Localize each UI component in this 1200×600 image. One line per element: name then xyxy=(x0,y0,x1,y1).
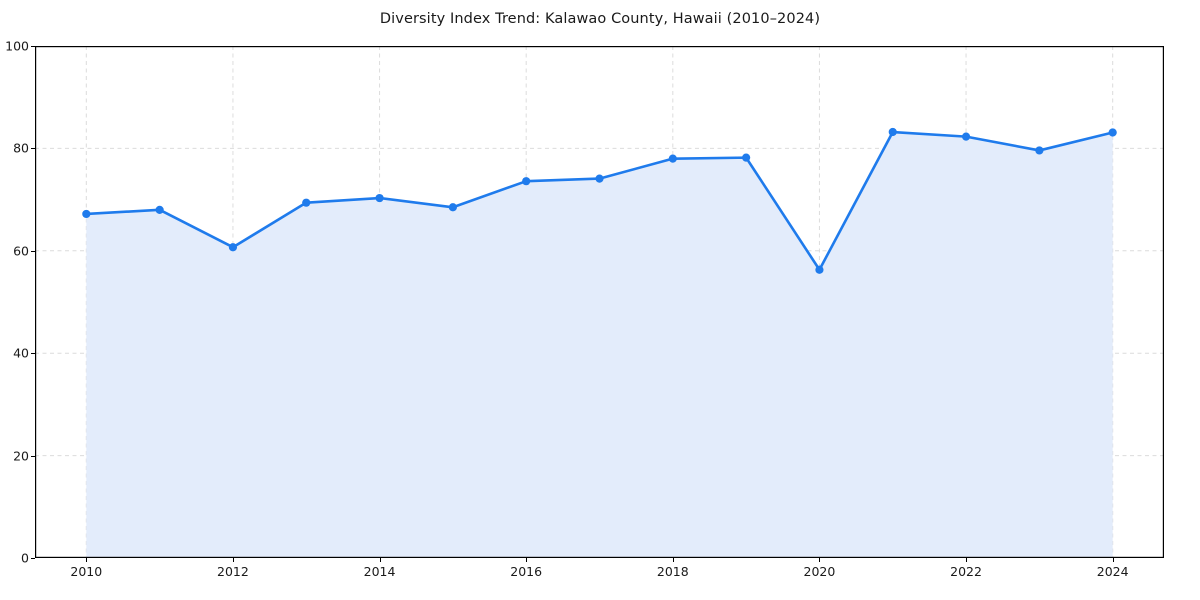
data-point-marker: 2013: 69.4 xyxy=(302,198,311,207)
plot-border xyxy=(35,46,1164,558)
x-tick-mark xyxy=(1112,558,1114,562)
data-point-marker: 2012: 60.7 xyxy=(228,243,238,252)
data-point-marker: 2014: 70.3 xyxy=(375,193,384,203)
x-tick-label: 2020 xyxy=(803,564,836,579)
data-point-marker: 2021: 83.2 xyxy=(888,127,897,137)
y-tick-label: 0 xyxy=(21,550,29,566)
data-point-marker: 2024: 83.1 xyxy=(1108,128,1117,137)
data-point-marker: 2023: 79.6 xyxy=(1035,146,1044,155)
x-tick-label: 2018 xyxy=(656,564,689,579)
x-tick-mark xyxy=(86,558,88,562)
area-fill-path xyxy=(86,132,1113,558)
data-point-marker: 2018: 78 xyxy=(668,154,677,163)
x-tick-label: 2024 xyxy=(1096,564,1129,579)
x-tick-mark xyxy=(672,558,674,562)
x-tick-mark xyxy=(526,558,528,562)
data-point-marker: 2011: 68 xyxy=(155,205,164,214)
y-tick-label: 20 xyxy=(13,448,29,464)
y-tick-label: 60 xyxy=(13,243,29,259)
series-markers: 2010: 67.2 2011: 68 2012: 60.7 2013: 69.4 20… xyxy=(82,127,1117,274)
data-point-marker: 2017: 74.1 xyxy=(595,174,604,183)
y-tick-label: 40 xyxy=(13,345,29,361)
data-point-marker: 2015: 68.5 xyxy=(448,203,457,212)
x-tick-mark xyxy=(819,558,821,562)
data-point-marker: 2022: 82.3 xyxy=(961,132,971,141)
x-tick-label: 2016 xyxy=(510,564,543,579)
data-point-marker: 2019: 78.2 xyxy=(742,153,751,162)
data-point-marker: 2020: 56.3 xyxy=(815,265,824,274)
data-point-marker: 2010: 67.2 xyxy=(82,209,91,219)
y-tick-mark xyxy=(31,558,35,559)
plot-area: 2010: 67.2 2011: 68 2012: 60.7 2013: 69.4 20… xyxy=(35,46,1164,558)
x-tick-mark xyxy=(232,558,234,562)
x-tick-label: 2010 xyxy=(70,564,103,579)
x-tick-mark xyxy=(966,558,968,562)
x-tick-label: 2012 xyxy=(217,564,249,579)
line-chart-canvas: 2010: 67.2 2011: 68 2012: 60.7 2013: 69.4 20… xyxy=(35,46,1164,558)
y-tick-label: 100 xyxy=(5,38,29,54)
y-tick-label: 80 xyxy=(13,140,29,156)
x-tick-label: 2022 xyxy=(950,564,982,579)
chart-title: Diversity Index Trend: Kalawao County, H… xyxy=(379,11,821,27)
x-tick-mark xyxy=(379,558,381,562)
data-point-marker: 2016: 73.6 xyxy=(522,177,531,186)
x-tick-label: 2014 xyxy=(363,564,396,579)
